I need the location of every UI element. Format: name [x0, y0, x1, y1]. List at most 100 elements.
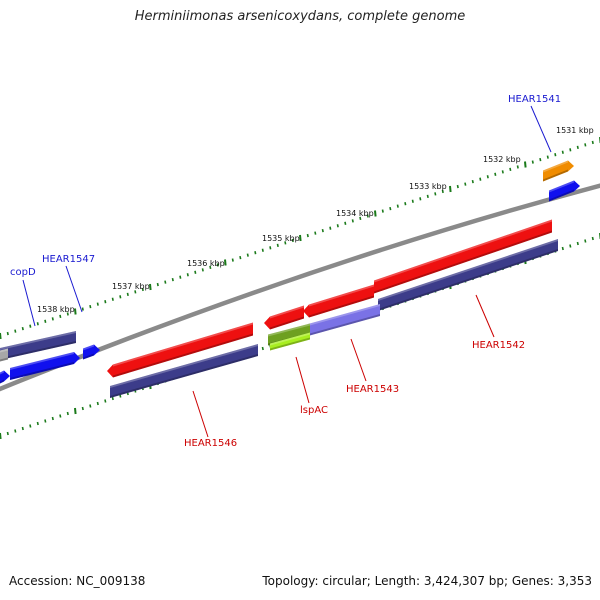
gene-copd-cds-highlight: [10, 352, 74, 370]
inner-scale-major-tick: [74, 407, 77, 415]
outer-scale-minor-tick: [186, 273, 189, 277]
outer-scale-minor-tick: [156, 282, 159, 287]
gene-hear1541-cds: [549, 180, 580, 202]
outer-scale-minor-tick: [21, 326, 24, 331]
inner-scale-minor-tick: [6, 431, 9, 436]
gene-label-hear1546: HEAR1546: [184, 438, 237, 449]
inner-scale-minor-tick: [14, 429, 17, 433]
inner-scale-minor-tick: [96, 401, 99, 406]
gene-hear1542: [374, 219, 552, 294]
outer-scale-minor-tick: [321, 228, 324, 233]
gene-copd-shadow: [0, 341, 76, 360]
outer-scale-minor-tick: [239, 255, 242, 260]
inner-scale-minor-tick: [21, 426, 24, 431]
outer-scale-minor-tick: [419, 197, 422, 201]
outer-scale-minor-tick: [111, 297, 114, 301]
genome-summary-text: Topology: circular; Length: 3,424,307 bp…: [262, 574, 592, 588]
outer-scale-minor-tick: [576, 145, 579, 150]
outer-scale-major-tick: [224, 259, 227, 266]
gene-lspac-highlight: [270, 305, 304, 319]
outer-scale-minor-tick: [246, 253, 249, 257]
accession-text: Accession: NC_009138: [9, 574, 146, 588]
gene-copd-highlight: [0, 331, 76, 350]
inner-scale-minor-tick: [111, 396, 114, 401]
map-title: Herminiimonas arsenicoxydans, complete g…: [134, 9, 466, 24]
outer-scale-minor-tick: [351, 219, 354, 223]
outer-scale-minor-tick: [171, 277, 174, 282]
tick-marks: [0, 137, 600, 440]
outer-scale-minor-tick: [561, 150, 564, 154]
outer-scale-minor-tick: [389, 206, 392, 211]
outer-scale-minor-tick: [194, 270, 197, 274]
outer-scale-minor-tick: [531, 160, 534, 164]
outer-scale-minor-tick: [216, 263, 219, 267]
gene-hear1547-shadow: [83, 353, 94, 360]
outer-scale-major-tick: [0, 332, 2, 340]
inner-scale-minor-tick: [569, 244, 572, 248]
gene-label-copd: copD: [10, 267, 36, 278]
gene-callout-lines: [22, 105, 552, 438]
inner-scale-minor-tick: [66, 411, 69, 416]
callout-hear1543: [350, 338, 367, 382]
outer-scale-minor-tick: [584, 143, 587, 147]
inner-scale-minor-tick: [561, 246, 564, 251]
gene-copd-cds: [10, 352, 80, 380]
tick-label-1538: 1538 kbp: [37, 305, 75, 314]
tick-label-1534: 1534 kbp: [336, 209, 374, 218]
gene-copd-cds-shadow: [10, 362, 74, 380]
outer-scale-minor-tick: [554, 153, 557, 157]
tick-label-1533: 1533 kbp: [409, 182, 447, 191]
tick-label-1537: 1537 kbp: [112, 282, 150, 291]
inner-scale-minor-tick: [584, 239, 587, 243]
outer-scale-minor-tick: [314, 231, 317, 235]
gene-hear1542-shadow: [374, 230, 552, 294]
outer-scale-minor-tick: [119, 295, 122, 299]
gene-hear1546-cds-highlight: [110, 344, 258, 388]
gene-lspac-cds-light-shadow: [270, 337, 310, 351]
outer-scale-minor-tick: [591, 140, 594, 145]
gene-label-hear1547: HEAR1547: [42, 254, 95, 265]
inner-scale-minor-tick: [44, 419, 47, 423]
outer-scale-minor-tick: [471, 179, 474, 184]
inner-scale-minor-tick: [104, 399, 107, 403]
tick-label-1531: 1531 kbp: [556, 126, 594, 135]
outer-scale-minor-tick: [396, 204, 399, 208]
inner-scale-minor-tick: [59, 414, 62, 418]
inner-scale-minor-tick: [81, 406, 84, 411]
outer-scale-minor-tick: [329, 226, 332, 230]
gene-hear1542-highlight: [374, 219, 552, 283]
outer-scale-major-tick: [74, 308, 77, 315]
gene-hear1543-cds: [308, 304, 380, 336]
outer-scale-minor-tick: [464, 182, 467, 186]
inner-scale-minor-tick: [576, 241, 579, 246]
gene-grey-fragment-highlight: [0, 348, 8, 353]
outer-scale-minor-tick: [96, 302, 99, 306]
gene-edge-blue: [0, 370, 10, 384]
gene-hear1546-cds: [110, 344, 258, 398]
gene-hear1543-highlight: [309, 284, 374, 307]
outer-scale-minor-tick: [539, 157, 542, 162]
gene-lspac-cds-light: [270, 332, 310, 351]
gene-hear1541-cds-shadow: [549, 189, 574, 202]
callout-copd: [22, 279, 36, 327]
outer-scale-minor-tick: [141, 287, 144, 292]
gene-lspac-cds-highlight: [268, 323, 310, 337]
gene-hear1547: [83, 344, 100, 360]
outer-scale-minor-tick: [126, 292, 129, 297]
outer-scale-minor-tick: [494, 172, 497, 176]
outer-scale-minor-tick: [179, 275, 182, 279]
outer-scale-minor-tick: [479, 177, 482, 181]
outer-scale-minor-tick: [209, 265, 212, 270]
gene-hear1543-cds-shadow: [308, 314, 380, 336]
callout-hear1542: [475, 294, 495, 338]
outer-scale-minor-tick: [411, 199, 414, 203]
gene-label-hear1543: HEAR1543: [346, 384, 399, 395]
outer-scale-minor-tick: [291, 238, 294, 243]
outer-scale-minor-tick: [231, 258, 234, 262]
outer-scale-minor-tick: [36, 322, 39, 326]
gene-label-hear1541: HEAR1541: [508, 94, 561, 105]
gene-hear1546-highlight: [113, 322, 253, 367]
gene-grey-fragment-shadow: [0, 357, 8, 362]
outer-scale-minor-tick: [456, 184, 459, 189]
